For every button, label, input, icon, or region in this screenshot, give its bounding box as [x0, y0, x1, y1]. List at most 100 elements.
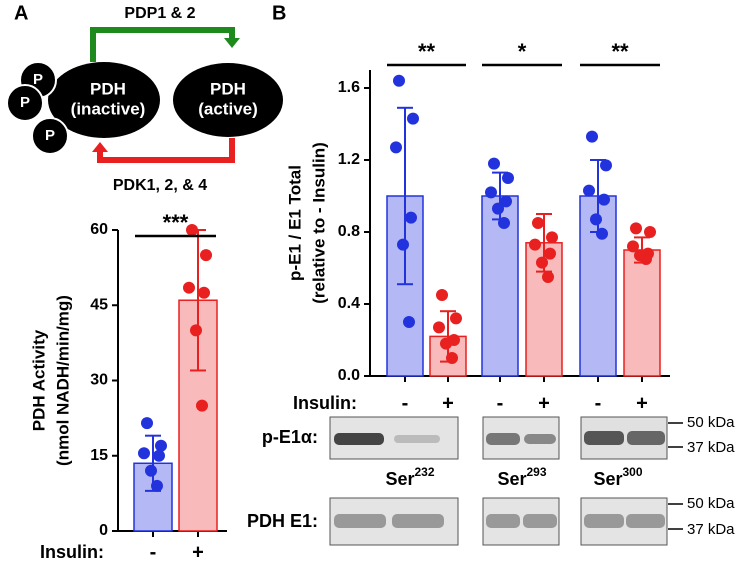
marker-label: 50 kDa [687, 495, 735, 512]
y-axis-label: (nmol NADH/min/mg) [53, 295, 72, 466]
y-tick-label: 60 [90, 221, 108, 238]
band [627, 431, 665, 445]
data-point [536, 256, 548, 269]
x-tick-label: - [150, 541, 157, 563]
panel-label: A [14, 2, 28, 24]
data-point [590, 213, 602, 226]
data-point [546, 231, 558, 244]
data-point [403, 316, 415, 328]
data-point [200, 249, 212, 262]
arrow-label: PDP1 & 2 [124, 5, 195, 22]
phosphate-label: P [45, 127, 55, 144]
data-point [485, 186, 497, 199]
band [523, 514, 557, 528]
node-label: (active) [198, 99, 258, 118]
band [394, 435, 440, 443]
data-point [529, 238, 541, 251]
data-point [586, 130, 598, 143]
row-label: PDH E1: [247, 511, 318, 531]
panel-label: B [272, 2, 286, 24]
node [173, 63, 283, 137]
y-tick-label: 0.4 [338, 295, 360, 312]
significance-label: * [518, 39, 527, 64]
phosphate [31, 117, 69, 155]
data-point [397, 238, 409, 251]
phosphate [6, 84, 44, 122]
data-point [433, 321, 445, 334]
data-point [198, 286, 210, 299]
phosphate-label: P [20, 94, 30, 111]
data-point [583, 184, 595, 197]
arrowhead [224, 38, 240, 48]
band [334, 433, 384, 445]
data-point [436, 289, 448, 301]
y-tick-label: 45 [90, 296, 108, 313]
band [486, 514, 520, 528]
x-axis-label: Insulin: [293, 393, 357, 413]
significance-label: *** [163, 210, 189, 235]
data-point [542, 271, 554, 283]
blots: p-E1α: PDH E1: Ser232 Ser293 Ser300 50 k… [247, 414, 735, 546]
data-point [186, 224, 198, 236]
data-point [405, 211, 417, 224]
band [584, 514, 624, 528]
site-number: 293 [527, 465, 547, 479]
y-tick-label: 0 [99, 522, 108, 539]
x-tick-label: - [402, 392, 409, 414]
node [48, 62, 160, 138]
significance-label: ** [611, 39, 629, 64]
data-point [488, 157, 500, 170]
node-label: PDH [210, 79, 246, 98]
data-point [630, 222, 642, 235]
arrow-label: PDK1, 2, & 4 [113, 177, 207, 194]
data-point [502, 172, 514, 184]
x-tick-label: + [192, 541, 204, 563]
site-label: Ser293 [497, 465, 546, 489]
marker-label: 37 kDa [687, 439, 735, 456]
x-tick-label: + [538, 392, 550, 414]
site-number: 300 [623, 465, 643, 479]
arrowhead [92, 142, 108, 152]
y-axis-label: p-E1 / E1 Total [285, 165, 304, 281]
data-point [446, 352, 458, 364]
site-label: Ser300 [593, 465, 642, 489]
data-point [544, 247, 556, 260]
y-tick-label: 30 [90, 372, 108, 389]
residue: Ser [385, 469, 414, 489]
data-point [393, 74, 405, 87]
x-tick-label: + [636, 392, 648, 414]
arrow [90, 27, 235, 62]
y-tick-label: 0.8 [338, 223, 360, 240]
data-point [640, 253, 652, 265]
marker-label: 50 kDa [687, 414, 735, 431]
data-point [627, 240, 639, 253]
data-point [153, 449, 165, 462]
y-axis-label: PDH Activity [29, 329, 48, 431]
y-tick-label: 1.6 [338, 79, 360, 96]
band [584, 431, 624, 445]
band [486, 433, 520, 445]
x-tick-label: - [497, 392, 504, 414]
data-point [498, 217, 510, 229]
data-point [145, 464, 157, 477]
band [626, 514, 665, 528]
band [524, 434, 556, 444]
bar [623, 249, 661, 377]
data-point [183, 281, 195, 294]
y-tick-label: 0.0 [338, 367, 360, 384]
residue: Ser [593, 469, 622, 489]
data-point [138, 447, 150, 460]
data-point [532, 217, 544, 229]
x-tick-label: + [442, 392, 454, 414]
arrow [97, 138, 235, 163]
data-point [598, 193, 610, 206]
x-tick-label: - [595, 392, 602, 414]
phosphate-label: P [33, 71, 43, 88]
data-point [440, 337, 452, 350]
data-point [390, 141, 402, 154]
band [392, 514, 444, 528]
band [334, 514, 386, 528]
data-point [492, 202, 504, 215]
data-point [600, 159, 612, 172]
